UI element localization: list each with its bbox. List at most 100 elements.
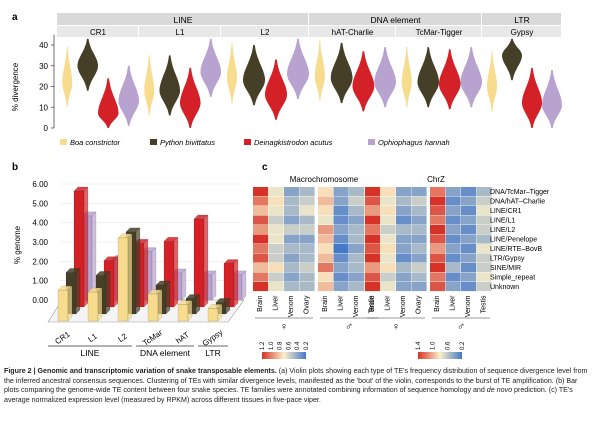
violin-ytick-label: 0 (44, 124, 49, 133)
bar-side (241, 270, 247, 301)
heatmap-cell (365, 196, 381, 206)
heatmap-cell (284, 253, 300, 263)
violin-family-header (482, 26, 561, 37)
heatmap-row-label: LTR/Gypsy (490, 256, 525, 263)
violin-marks (62, 38, 562, 128)
heatmap-cell (333, 272, 349, 282)
heatmap-column-label: Liver (273, 295, 280, 311)
heatmap-cell (445, 206, 461, 216)
violin-ytick-label: 30 (39, 62, 48, 71)
heatmap-cell (396, 187, 412, 197)
heatmap-cell (318, 272, 334, 282)
heatmap-cell (299, 215, 315, 225)
male-symbol-icon: ♂ (345, 321, 353, 333)
bar-side (157, 289, 163, 322)
heatmap-cell (380, 215, 396, 225)
heatmap-column-label: Venom (400, 295, 407, 317)
bar-x-axis: CR1 L1 L2 TcMar hAT Gypsy LINE DNA element LTR (48, 328, 228, 358)
heatmap-column-label: Venom (288, 295, 295, 317)
bar-side (113, 256, 119, 308)
heatmap-cell (284, 234, 300, 244)
heatmap-cell (284, 206, 300, 216)
violin-group-label: LTR (514, 15, 529, 25)
violin-family-label: CR1 (90, 28, 107, 37)
heatmap-cell (333, 215, 349, 225)
bar-side (181, 268, 187, 301)
heatmap-cell (253, 234, 269, 244)
heatmap-cell (411, 206, 427, 216)
violin-shape (417, 47, 439, 108)
violin-shape (62, 47, 73, 108)
heatmap-cell (268, 253, 284, 263)
bar-side (67, 285, 73, 322)
heatmap-cell (396, 206, 412, 216)
heatmap-cell (461, 206, 477, 216)
heatmap-cell (476, 272, 492, 282)
heatmap-cell (380, 225, 396, 235)
violin-shape (159, 55, 180, 116)
heatmap-cell (318, 253, 334, 263)
panel-label-b: b (12, 162, 18, 173)
heatmap-column-label: Brain (257, 295, 264, 311)
heatmap-cell (396, 282, 412, 292)
heatmap-column-label: Liver (385, 295, 392, 311)
bar-group-label: LTR (205, 348, 220, 358)
heatmap-cell (476, 263, 492, 273)
heatmap-row-label: Unknown (490, 284, 519, 291)
violin-shape (144, 55, 155, 116)
heatmap-cell (430, 206, 446, 216)
violin-group-header (482, 13, 561, 25)
heatmap-cell (476, 253, 492, 263)
heatmap-cell (445, 225, 461, 235)
bar-side (127, 233, 133, 322)
heatmap-cell (268, 215, 284, 225)
bar-top (147, 289, 163, 295)
bar-ytick-label: 4.00 (32, 219, 48, 228)
heatmap-cell (253, 272, 269, 282)
violin-shape (314, 40, 325, 101)
heatmap-column-label: Liver (450, 295, 457, 311)
caption-text-b2: prediction. (512, 386, 547, 395)
heatmap-cell (461, 282, 477, 292)
heatmap-cell (284, 282, 300, 292)
heatmap-cell (284, 215, 300, 225)
violin-shape (522, 67, 542, 128)
panel-label-a: a (12, 12, 18, 23)
bar-ytick-label: 0.00 (32, 296, 48, 305)
heatmap-cell (461, 225, 477, 235)
heatmap-cell (318, 196, 334, 206)
violin-ylabel: % divergence (11, 62, 20, 111)
violin-family-label: hAT-Charlie (332, 28, 374, 37)
caption-text-b-italic: de novo (486, 386, 513, 395)
heatmap-cell (411, 282, 427, 292)
heatmap-color-scale (418, 352, 462, 359)
heatmap-scale-tick: 0.2 (304, 341, 310, 350)
heatmap-title-chrz: ChrZ (427, 175, 445, 184)
panel-label-c: c (262, 162, 268, 173)
heatmap-cell (318, 206, 334, 216)
heatmap-cell (430, 196, 446, 206)
heatmap-cell (476, 234, 492, 244)
heatmap-cell (461, 263, 477, 273)
heatmap-cell (349, 215, 365, 225)
female-symbol-icon: ♀ (280, 321, 288, 333)
bar-side (143, 238, 149, 308)
heatmap-cell (253, 253, 269, 263)
heatmap-cell (349, 263, 365, 273)
heatmap-cell (268, 244, 284, 254)
heatmap-cell (349, 225, 365, 235)
heatmap-scale-tick: 0.6 (445, 341, 451, 350)
heatmap-cell (349, 196, 365, 206)
heatmap-cell (318, 187, 334, 197)
violin-group-label: LINE (174, 15, 193, 25)
heatmap-cell (476, 196, 492, 206)
heatmap-cell (396, 225, 412, 235)
heatmap-cell (299, 225, 315, 235)
heatmap-cell (430, 272, 446, 282)
heatmap-cell (333, 244, 349, 254)
heatmap-cell (445, 272, 461, 282)
heatmap-cell (430, 244, 446, 254)
heatmap-column-label: Venom (465, 295, 472, 317)
heatmap-cell (333, 234, 349, 244)
bar-side (165, 280, 171, 315)
